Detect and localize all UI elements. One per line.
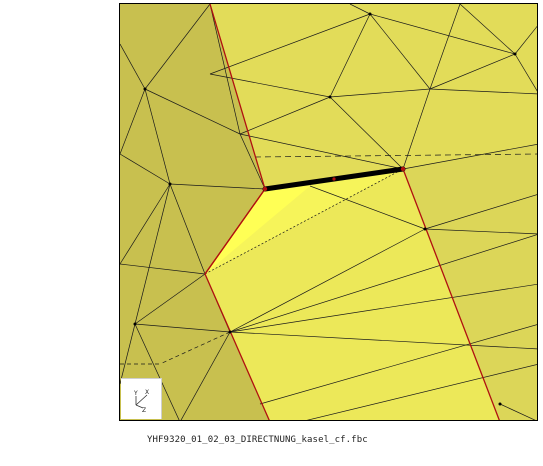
mesh-nodes (133, 12, 517, 406)
mesh-canvas[interactable] (120, 4, 538, 421)
axis-triad-icon: X Y Z (133, 389, 149, 414)
axis-label-x: X (145, 389, 149, 396)
selected-edge-node-mid[interactable] (332, 177, 336, 181)
mesh-face-left-shaded[interactable] (120, 4, 270, 421)
axis-label-y: Y (133, 390, 138, 397)
mesh-wireframe-upper (209, 4, 537, 170)
mesh-feature-edges (204, 4, 500, 420)
axis-label-z: Z (142, 407, 146, 414)
mesh-viewport[interactable]: X Y Z (119, 3, 538, 421)
selected-edge-node-start[interactable] (262, 186, 268, 192)
file-name-label: YHF9320_01_02_03_DIRECTNUNG_kasel_cf.fbc (147, 435, 368, 445)
axis-triad[interactable]: X Y Z (121, 378, 162, 419)
selected-edge-node-end[interactable] (400, 166, 406, 172)
mesh-wireframe-lower (204, 168, 537, 420)
mesh-face-selected-core[interactable] (205, 186, 310, 274)
mesh-face-right-strip[interactable] (403, 144, 538, 421)
